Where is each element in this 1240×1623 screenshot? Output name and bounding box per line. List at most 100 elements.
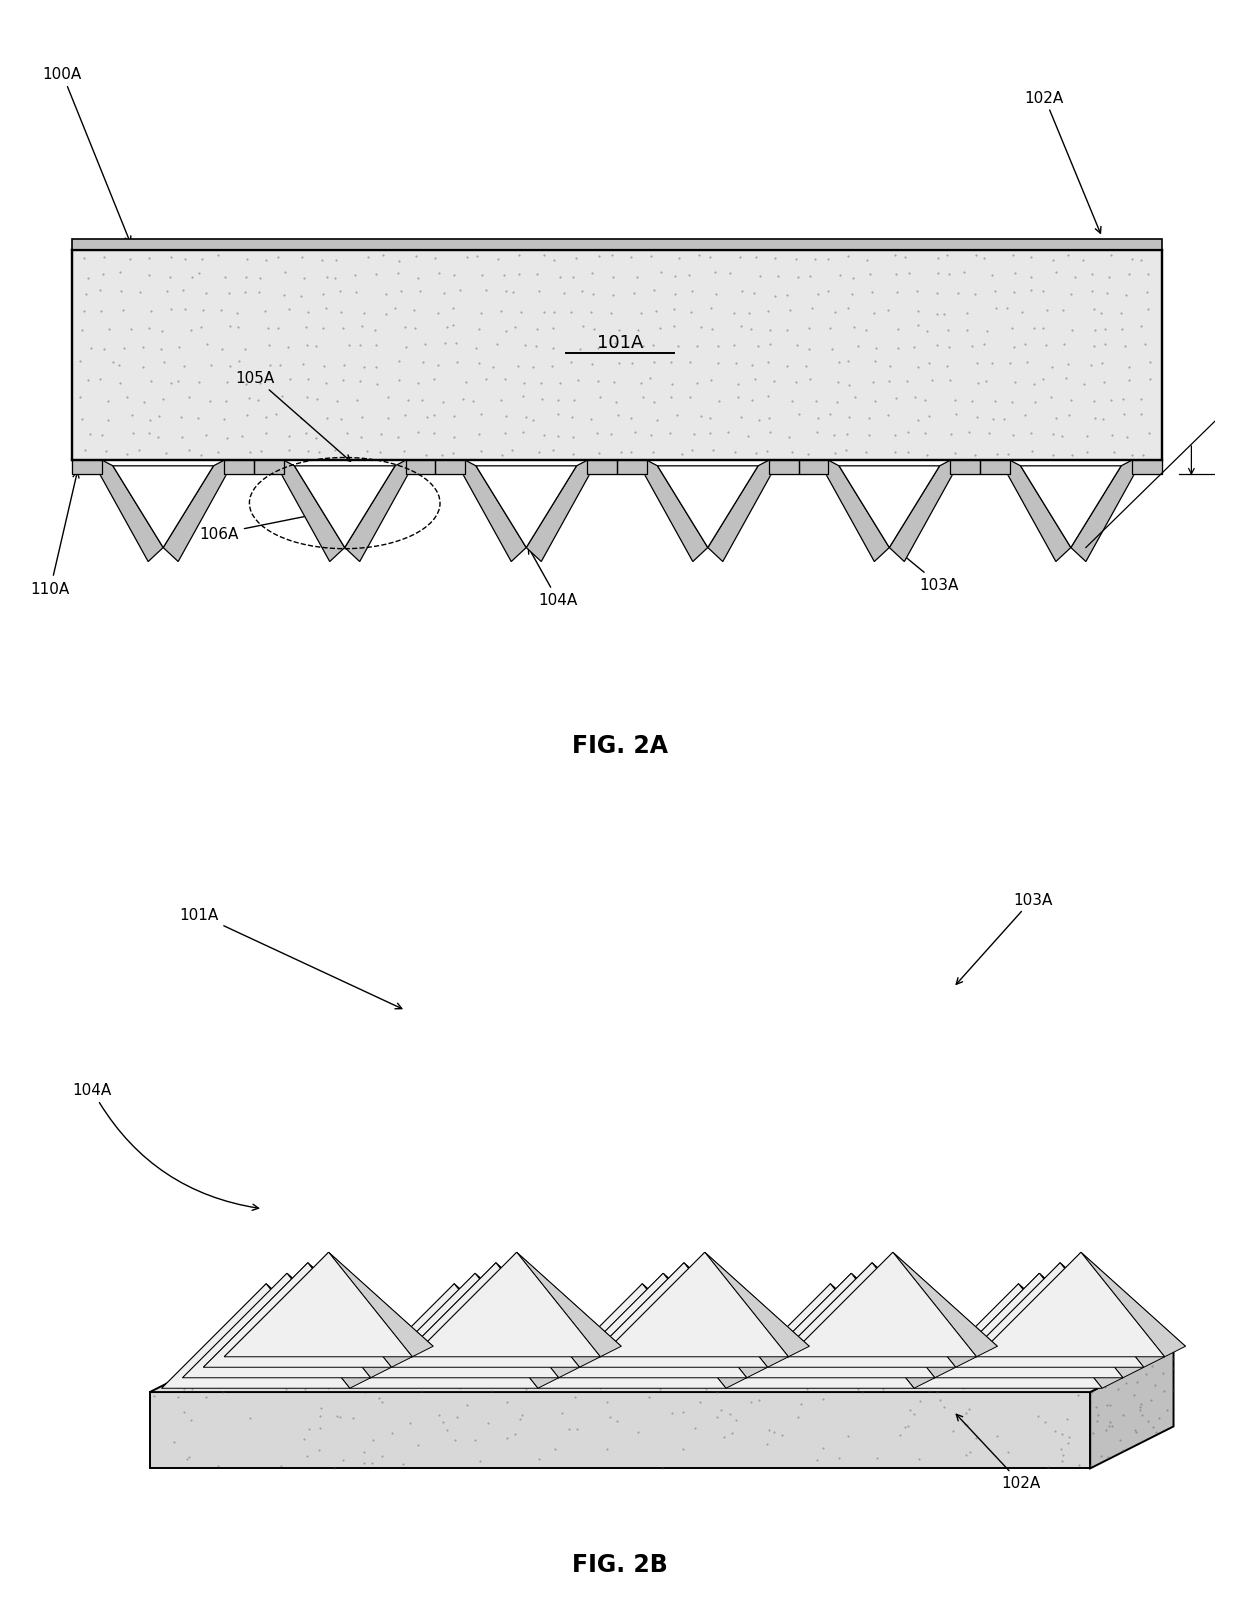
Polygon shape (412, 1253, 600, 1357)
Text: 106A: 106A (200, 511, 329, 542)
Polygon shape (538, 1284, 725, 1388)
Polygon shape (182, 1274, 371, 1378)
Polygon shape (182, 1284, 371, 1378)
Polygon shape (164, 461, 233, 562)
Polygon shape (476, 466, 577, 549)
Polygon shape (203, 1263, 392, 1368)
Polygon shape (914, 1284, 1018, 1388)
Polygon shape (392, 1274, 579, 1368)
Text: 104A: 104A (528, 549, 578, 609)
Polygon shape (435, 461, 465, 476)
Polygon shape (1018, 1284, 1123, 1388)
Polygon shape (1090, 1350, 1173, 1469)
Polygon shape (768, 1263, 956, 1368)
Polygon shape (663, 1274, 768, 1378)
Text: 105A: 105A (236, 372, 351, 463)
Polygon shape (799, 461, 828, 476)
Bar (72, 250, 1162, 461)
Polygon shape (182, 1274, 286, 1378)
Polygon shape (371, 1274, 559, 1378)
Polygon shape (746, 1284, 935, 1378)
Polygon shape (1132, 461, 1162, 476)
Polygon shape (224, 1253, 412, 1357)
Polygon shape (559, 1274, 746, 1378)
Polygon shape (412, 1253, 517, 1357)
Polygon shape (294, 466, 396, 549)
Polygon shape (72, 461, 102, 476)
Polygon shape (956, 1263, 1143, 1368)
Text: 104A: 104A (72, 1083, 259, 1211)
Polygon shape (977, 1253, 1081, 1357)
Polygon shape (746, 1274, 935, 1378)
Polygon shape (789, 1253, 977, 1357)
Polygon shape (600, 1263, 789, 1357)
Polygon shape (254, 461, 284, 476)
Polygon shape (977, 1263, 1164, 1357)
Polygon shape (839, 466, 940, 549)
Polygon shape (935, 1284, 1123, 1378)
Polygon shape (914, 1284, 1102, 1388)
Polygon shape (789, 1253, 893, 1357)
Polygon shape (1060, 1263, 1164, 1368)
Polygon shape (224, 1253, 329, 1357)
Polygon shape (496, 1263, 600, 1368)
Polygon shape (93, 461, 164, 562)
Polygon shape (893, 1253, 997, 1357)
Polygon shape (246, 1253, 433, 1347)
Text: FIG. 2B: FIG. 2B (572, 1552, 668, 1576)
Polygon shape (224, 461, 254, 476)
Polygon shape (600, 1253, 789, 1357)
Polygon shape (350, 1284, 454, 1388)
Polygon shape (1001, 461, 1071, 562)
Polygon shape (433, 1253, 621, 1347)
Polygon shape (746, 1274, 851, 1378)
Bar (72, 240, 1162, 250)
Text: 110A: 110A (31, 472, 79, 596)
Polygon shape (475, 1274, 579, 1378)
Polygon shape (345, 461, 414, 562)
Polygon shape (579, 1263, 684, 1368)
Polygon shape (889, 461, 959, 562)
Polygon shape (831, 1284, 935, 1388)
Polygon shape (768, 1274, 956, 1368)
Polygon shape (559, 1274, 663, 1378)
Text: 101A: 101A (596, 334, 644, 352)
Polygon shape (872, 1263, 977, 1368)
Polygon shape (286, 1274, 392, 1378)
Text: 102A: 102A (956, 1414, 1040, 1490)
Polygon shape (113, 466, 213, 549)
Polygon shape (405, 461, 435, 476)
Polygon shape (329, 1253, 433, 1357)
Polygon shape (642, 1284, 746, 1388)
Polygon shape (559, 1284, 746, 1378)
Polygon shape (621, 1253, 810, 1347)
Polygon shape (588, 461, 618, 476)
Polygon shape (1081, 1253, 1185, 1357)
Polygon shape (579, 1274, 768, 1368)
Polygon shape (224, 1263, 412, 1357)
Polygon shape (725, 1284, 831, 1388)
Polygon shape (308, 1263, 412, 1368)
Polygon shape (526, 461, 596, 562)
Polygon shape (810, 1253, 997, 1347)
Polygon shape (704, 1253, 810, 1357)
Polygon shape (684, 1263, 789, 1368)
Polygon shape (517, 1253, 621, 1357)
Polygon shape (538, 1284, 642, 1388)
Polygon shape (956, 1263, 1060, 1368)
Polygon shape (579, 1263, 768, 1368)
Polygon shape (267, 1284, 371, 1388)
Polygon shape (150, 1350, 1173, 1393)
Polygon shape (371, 1274, 475, 1378)
Polygon shape (956, 1274, 1143, 1368)
Polygon shape (820, 461, 889, 562)
Polygon shape (639, 461, 708, 562)
Polygon shape (150, 1393, 1090, 1469)
Polygon shape (350, 1284, 538, 1388)
Polygon shape (768, 1263, 872, 1368)
Polygon shape (851, 1274, 956, 1378)
Polygon shape (161, 1284, 267, 1388)
Polygon shape (1071, 461, 1141, 562)
Text: 103A: 103A (956, 893, 1053, 985)
Polygon shape (203, 1274, 392, 1368)
